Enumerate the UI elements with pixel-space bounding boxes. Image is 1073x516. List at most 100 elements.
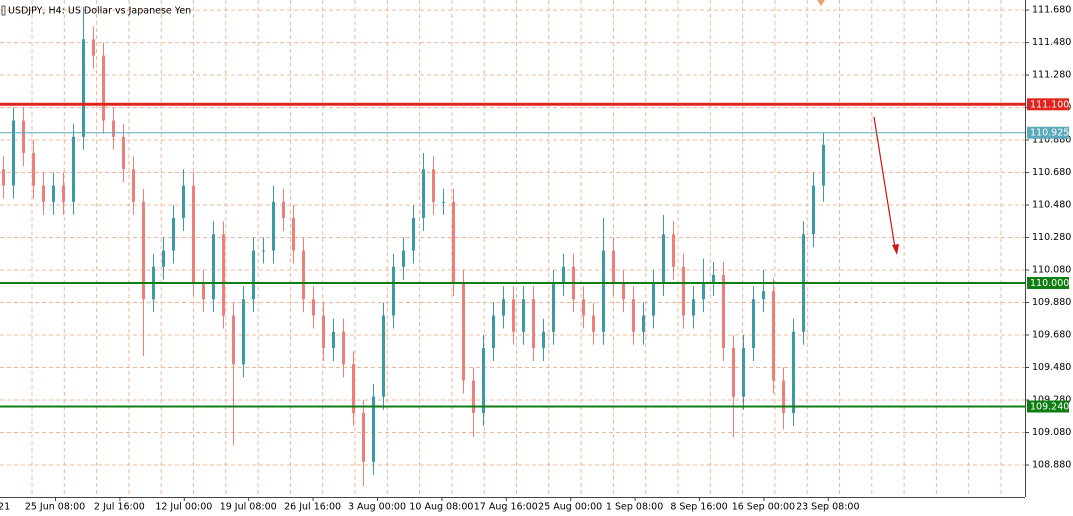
candle-body (72, 136, 75, 202)
candle-body (662, 234, 665, 284)
candle-body (2, 169, 5, 186)
candle-body (22, 120, 25, 154)
x-tick-label: 2 Jul 16:00 (94, 502, 145, 513)
y-tick-label: 110.280 (1032, 232, 1071, 243)
y-tick-label: 111.480 (1032, 37, 1071, 48)
candle-body (472, 380, 475, 414)
x-tick-label: 1 Sep 08:00 (606, 502, 663, 513)
period-marker (817, 0, 825, 6)
candle-body (52, 185, 55, 202)
candle-body (262, 250, 265, 252)
y-tick-label: 111.680 (1032, 5, 1071, 16)
candle-body (92, 39, 95, 56)
candle-body (242, 299, 245, 365)
candle-body (282, 201, 285, 219)
candle-body (632, 299, 635, 332)
level-label: 110.925 (1030, 128, 1069, 139)
candle-body (552, 283, 555, 332)
x-tick-label: 19 Jul 08:00 (220, 502, 277, 513)
candle-body (342, 331, 345, 365)
y-tick-label: 108.880 (1032, 459, 1071, 470)
candle-body (292, 218, 295, 251)
candle-body (822, 144, 825, 186)
y-tick-label: 110.880 (1032, 135, 1071, 146)
y-tick-label: 109.880 (1032, 297, 1071, 308)
level-label-box (1027, 277, 1069, 290)
chart-title: USDJPY, H4: US Dollar vs Japanese Yen (8, 6, 191, 17)
candle-body (702, 283, 705, 300)
candle-body (112, 120, 115, 137)
candle-body (232, 315, 235, 365)
candle-body (512, 299, 515, 332)
candle-body (742, 348, 745, 397)
candle-body (332, 331, 335, 349)
candle-body (32, 153, 35, 186)
candle-body (772, 291, 775, 381)
candle-body (372, 396, 375, 462)
candle-body (622, 283, 625, 300)
x-tick-label: 26 Jul 16:00 (284, 502, 341, 513)
candle-body (222, 234, 225, 316)
candle-body (672, 234, 675, 267)
x-tick-label: 10 Aug 08:00 (409, 502, 473, 513)
candle-body (392, 266, 395, 316)
plot (2, 6, 825, 487)
candle-body (432, 169, 435, 202)
x-tick-label: 021 (0, 502, 10, 513)
grid (0, 0, 1025, 497)
candle-body (642, 315, 645, 332)
candle-body (362, 413, 365, 462)
candle-body (312, 299, 315, 316)
level-label: 110.000 (1030, 278, 1069, 289)
x-tick-label: 25 Jun 08:00 (25, 502, 85, 513)
candle-body (682, 266, 685, 316)
candle-body (562, 266, 565, 284)
x-tick-label: 12 Jul 00:00 (155, 502, 212, 513)
arrow-shaft (873, 116, 896, 249)
x-tick-label: 25 Aug 00:00 (538, 502, 602, 513)
y-tick-label: 111.280 (1032, 70, 1071, 81)
candle-body (792, 331, 795, 414)
level-label-box (1027, 126, 1069, 139)
candle-body (212, 234, 215, 300)
candle-body (782, 380, 785, 414)
candle-body (302, 250, 305, 300)
candle-body (162, 250, 165, 267)
y-tick-label: 109.480 (1032, 362, 1071, 373)
candle-body (352, 364, 355, 414)
candle-body (172, 218, 175, 251)
candle-body (812, 185, 815, 235)
candle-body (522, 299, 525, 332)
y-tick-label: 109.680 (1032, 330, 1071, 341)
candle-body (652, 283, 655, 316)
candle-body (712, 274, 715, 284)
x-tick-label: 8 Sep 16:00 (670, 502, 727, 513)
candle-body (182, 185, 185, 219)
candle-body (482, 348, 485, 414)
candle-body (452, 201, 455, 284)
candle-body (382, 315, 385, 397)
candle-body (492, 315, 495, 349)
level-label-box (1027, 400, 1069, 413)
candle-body (532, 299, 535, 349)
candle-body (12, 120, 15, 186)
candle-body (592, 315, 595, 332)
y-tick-label: 109.280 (1032, 395, 1071, 406)
candle-body (752, 299, 755, 349)
level-label: 111.100 (1030, 99, 1069, 110)
y-tick-label: 110.680 (1032, 167, 1071, 178)
y-tick-label: 109.080 (1032, 427, 1071, 438)
arrow-head (892, 244, 899, 255)
candle-body (602, 250, 605, 332)
candle-body (542, 331, 545, 349)
candle-body (762, 291, 765, 300)
candle-body (82, 39, 85, 137)
candle-body (192, 185, 195, 284)
y-tick-label: 110.480 (1032, 200, 1071, 211)
candle-body (42, 185, 45, 202)
candle-body (122, 136, 125, 170)
candle-body (202, 283, 205, 300)
candle-body (442, 201, 445, 203)
